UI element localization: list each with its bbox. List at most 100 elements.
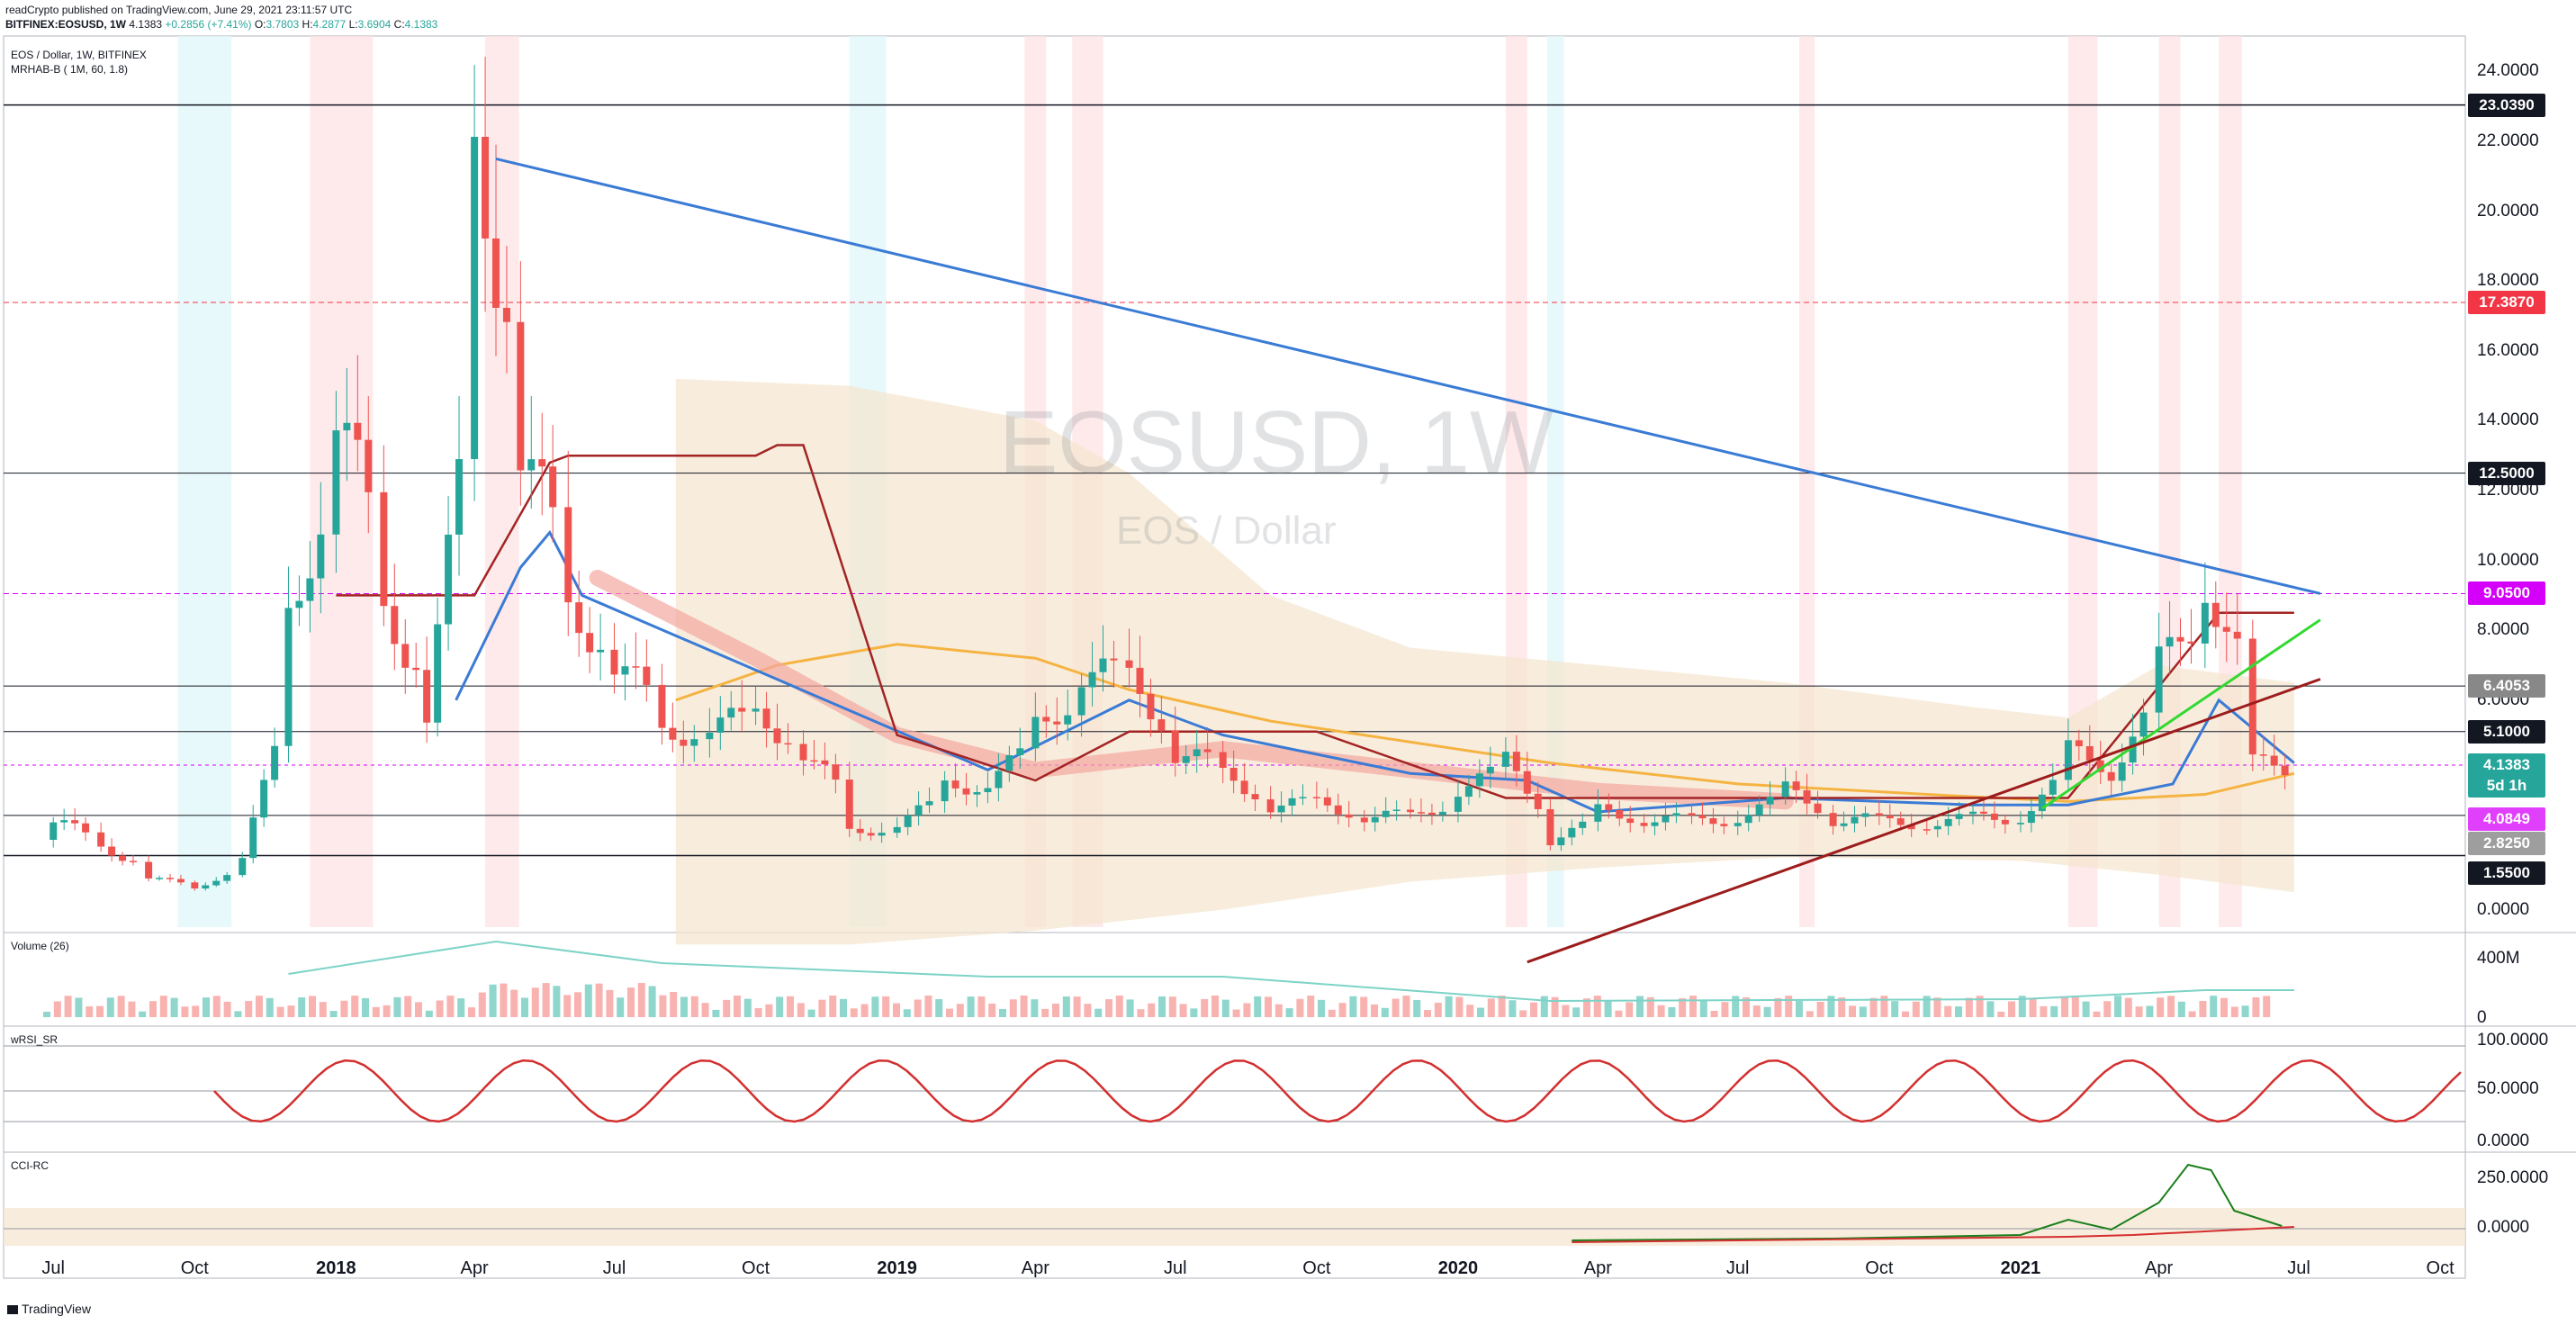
candle-body: [1990, 813, 1998, 820]
candle-body: [1334, 805, 1342, 815]
time-tick: Apr: [460, 1258, 489, 1278]
time-tick: Oct: [2426, 1258, 2454, 1278]
price-tag: 5d 1h: [2468, 773, 2545, 798]
candle-body: [471, 136, 479, 460]
session-band: [177, 36, 232, 927]
volume-bar: [75, 997, 83, 1017]
volume-bar: [2188, 1011, 2196, 1017]
candle-body: [191, 882, 199, 889]
time-tick: Jul: [41, 1258, 66, 1278]
time-tick: Oct: [1865, 1258, 1894, 1278]
candle-body: [1382, 810, 1390, 817]
candle-body: [1979, 811, 1987, 814]
volume-bar: [266, 997, 274, 1017]
volume-bar: [2146, 1005, 2154, 1017]
volume-bar: [2241, 1005, 2249, 1017]
volume-bars: [43, 983, 2271, 1017]
candle-body: [1851, 816, 1859, 824]
volume-ma: [288, 940, 2294, 1003]
candle-body: [1099, 658, 1107, 672]
tradingview-logo[interactable]: TradingView: [7, 1302, 91, 1316]
volume-bar: [425, 1010, 433, 1017]
candle-body: [1182, 756, 1190, 763]
candle-body: [1277, 805, 1285, 813]
candle-body: [1896, 818, 1905, 825]
volume-bar: [43, 1012, 50, 1017]
volume-bar: [553, 986, 561, 1017]
price-tag: 5.1000: [2468, 719, 2545, 744]
volume-bar: [446, 996, 455, 1017]
volume-bar: [1307, 996, 1315, 1017]
candle-body: [1886, 815, 1894, 819]
candle-body: [727, 708, 735, 718]
volume-bar: [765, 1004, 773, 1017]
candle-body: [1088, 672, 1096, 688]
legend-pair[interactable]: EOS / Dollar, 1W, BITFINEX: [11, 49, 147, 61]
candle-body: [1672, 813, 1680, 816]
volume-pane-label[interactable]: Volume (26): [11, 940, 69, 952]
volume-bar: [319, 1002, 327, 1017]
candle-body: [1568, 827, 1576, 838]
candle-body: [2166, 636, 2174, 647]
trendline-blue: [495, 157, 2321, 595]
price-tick: 22.0000: [2477, 131, 2539, 150]
trendline-darkred: [1527, 678, 2321, 964]
candle-body: [1147, 693, 1155, 720]
volume-bar: [1445, 996, 1453, 1017]
volume-bar: [1179, 1004, 1187, 1017]
volume-bar: [415, 1002, 422, 1017]
volume-bar: [1265, 996, 1272, 1017]
candle-body: [249, 817, 257, 859]
volume-bar: [1105, 999, 1112, 1017]
legend-indicator[interactable]: MRHAB-B ( 1M, 60, 1.8): [11, 63, 129, 76]
candle-body: [295, 600, 303, 608]
volume-bar: [1041, 1008, 1049, 1017]
symbol-watermark: EOSUSD, 1W: [999, 392, 1554, 491]
candle-body: [1698, 815, 1707, 819]
volume-bar: [521, 997, 528, 1017]
candle-body: [260, 780, 268, 818]
volume-bar: [882, 996, 890, 1017]
volume-bar: [1168, 996, 1176, 1017]
volume-bar: [1424, 1010, 1431, 1017]
candle-body: [145, 861, 153, 879]
volume-bar: [1158, 996, 1166, 1017]
candle-body: [995, 771, 1003, 789]
candle-body: [1392, 809, 1401, 811]
candle-body: [1110, 658, 1118, 661]
candle-body: [1360, 817, 1368, 823]
volume-bar: [2135, 1006, 2143, 1017]
candle-body: [1438, 811, 1446, 815]
volume-bar: [404, 996, 412, 1017]
candle-body: [1299, 797, 1307, 798]
candle-body: [643, 666, 651, 685]
cci-pane-label[interactable]: CCI-RC: [11, 1159, 49, 1172]
wrsi-pane-label[interactable]: wRSI_SR: [11, 1033, 59, 1046]
volume-bar: [1328, 1009, 1336, 1017]
volume-bar: [1869, 997, 1878, 1017]
price-tag: 6.4053: [2468, 674, 2545, 699]
volume-bar: [340, 1000, 348, 1017]
session-band: [310, 36, 374, 927]
candle-body: [332, 430, 340, 535]
candle-body: [973, 792, 981, 795]
candle-body: [1125, 660, 1133, 668]
candle-body: [176, 879, 185, 883]
volume-bar: [393, 996, 401, 1017]
volume-bar: [1434, 1002, 1442, 1017]
time-tick: Jul: [1163, 1258, 1187, 1278]
volume-bar: [914, 999, 922, 1017]
volume-bar: [1636, 996, 1644, 1017]
volume-bar: [1912, 1001, 1920, 1017]
volume-bar: [574, 992, 581, 1017]
candle-body: [2064, 740, 2072, 780]
volume-bar: [383, 1005, 391, 1017]
volume-bar: [680, 996, 688, 1017]
volume-bar: [478, 992, 486, 1017]
volume-bar: [2040, 1005, 2048, 1017]
candle-body: [317, 534, 325, 579]
candle-body: [2270, 755, 2278, 766]
candle-body: [2038, 794, 2046, 812]
last-price: 4.1383: [129, 18, 163, 31]
